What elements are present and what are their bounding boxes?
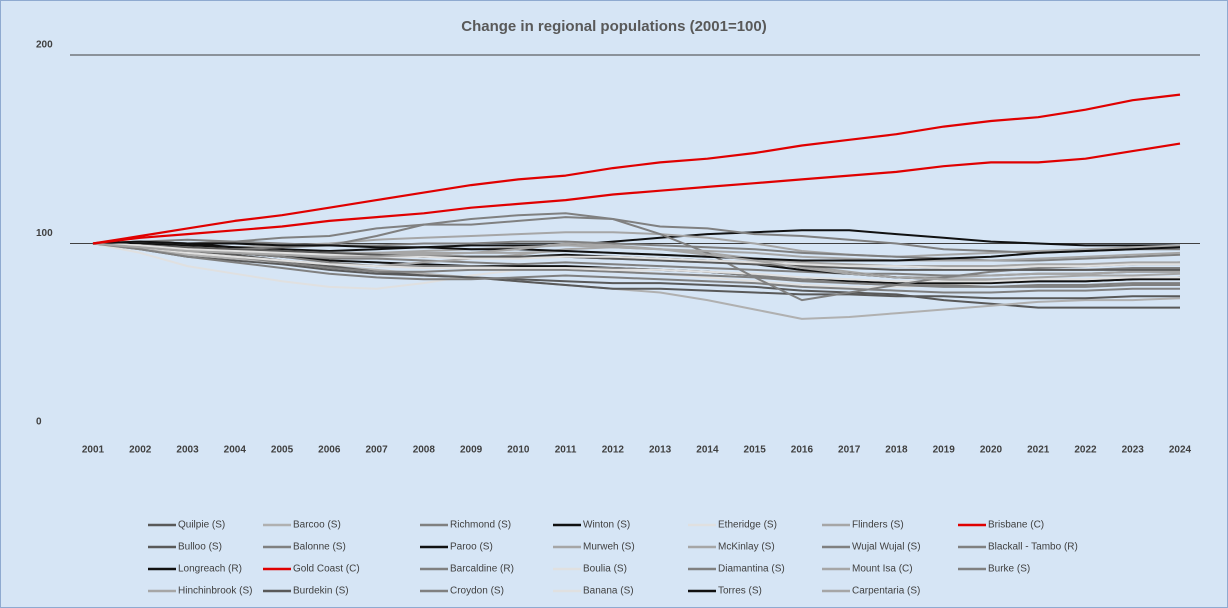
legend-label: McKinlay (S) — [718, 542, 775, 553]
series-line — [92, 240, 1181, 262]
legend-label: Burke (S) — [988, 564, 1030, 575]
legend-label: Balonne (S) — [293, 542, 346, 553]
x-tick-label: 2004 — [224, 445, 247, 456]
series-line — [92, 212, 1181, 302]
legend-label: Hinchinbrook (S) — [178, 586, 252, 597]
legend-label: Barcaldine (R) — [450, 564, 514, 575]
x-tick-label: 2022 — [1074, 445, 1097, 456]
legend-label: Wujal Wujal (S) — [852, 542, 921, 553]
series-line — [92, 242, 1180, 269]
x-tick-label: 2006 — [318, 445, 341, 456]
x-tick-label: 2019 — [933, 445, 956, 456]
legend-label: Blackall - Tambo (R) — [988, 542, 1078, 553]
x-tick-label: 2017 — [838, 445, 861, 456]
x-tick-label: 2009 — [460, 445, 483, 456]
legend-label: Diamantina (S) — [718, 564, 785, 575]
x-tick-label: 2003 — [176, 445, 199, 456]
x-tick-label: 2024 — [1169, 445, 1192, 456]
legend-label: Winton (S) — [583, 520, 630, 531]
x-tick-label: 2011 — [555, 445, 577, 456]
legend-label: Brisbane (C) — [988, 520, 1044, 531]
x-tick-label: 2015 — [744, 445, 767, 456]
series-line — [92, 242, 1180, 271]
x-tick-label: 2023 — [1122, 445, 1145, 456]
legend-label: Longreach (R) — [178, 564, 242, 575]
x-tick-label: 2013 — [649, 445, 672, 456]
series-line — [92, 142, 1181, 245]
series-line — [92, 93, 1181, 245]
legend-label: Murweh (S) — [583, 542, 635, 553]
legend-label: Quilpie (S) — [178, 520, 225, 531]
legend-label: Etheridge (S) — [718, 520, 777, 531]
legend-label: Burdekin (S) — [293, 586, 349, 597]
legend-label: Croydon (S) — [450, 586, 504, 597]
series-line — [92, 242, 1180, 294]
legend-label: Flinders (S) — [852, 520, 904, 531]
series-line — [92, 242, 1180, 283]
legend-label: Barcoo (S) — [293, 520, 341, 531]
legend-label: Torres (S) — [718, 586, 762, 597]
y-tick-label: 0 — [36, 417, 42, 428]
legend-label: Bulloo (S) — [178, 542, 222, 553]
legend-label: Gold Coast (C) — [293, 564, 360, 575]
chart-title: Change in regional populations (2001=100… — [461, 18, 767, 35]
x-tick-label: 2005 — [271, 445, 294, 456]
legend-label: Mount Isa (C) — [852, 564, 913, 575]
series-line — [92, 216, 1180, 254]
y-tick-label: 100 — [36, 228, 53, 239]
y-tick-label: 200 — [36, 40, 53, 51]
x-tick-label: 2007 — [365, 445, 388, 456]
x-tick-label: 2010 — [507, 445, 530, 456]
series-line — [92, 242, 1181, 281]
x-tick-label: 2002 — [129, 445, 152, 456]
x-tick-label: 2008 — [413, 445, 436, 456]
legend-label: Carpentaria (S) — [852, 586, 920, 597]
x-tick-label: 2001 — [82, 445, 105, 456]
legend-label: Richmond (S) — [450, 520, 511, 531]
x-tick-label: 2014 — [696, 445, 719, 456]
legend-label: Paroo (S) — [450, 542, 493, 553]
x-tick-label: 2012 — [602, 445, 625, 456]
legend-label: Banana (S) — [583, 586, 634, 597]
legend-label: Boulia (S) — [583, 564, 627, 575]
x-tick-label: 2018 — [885, 445, 908, 456]
x-tick-label: 2020 — [980, 445, 1003, 456]
x-tick-label: 2016 — [791, 445, 814, 456]
x-tick-label: 2021 — [1027, 445, 1050, 456]
